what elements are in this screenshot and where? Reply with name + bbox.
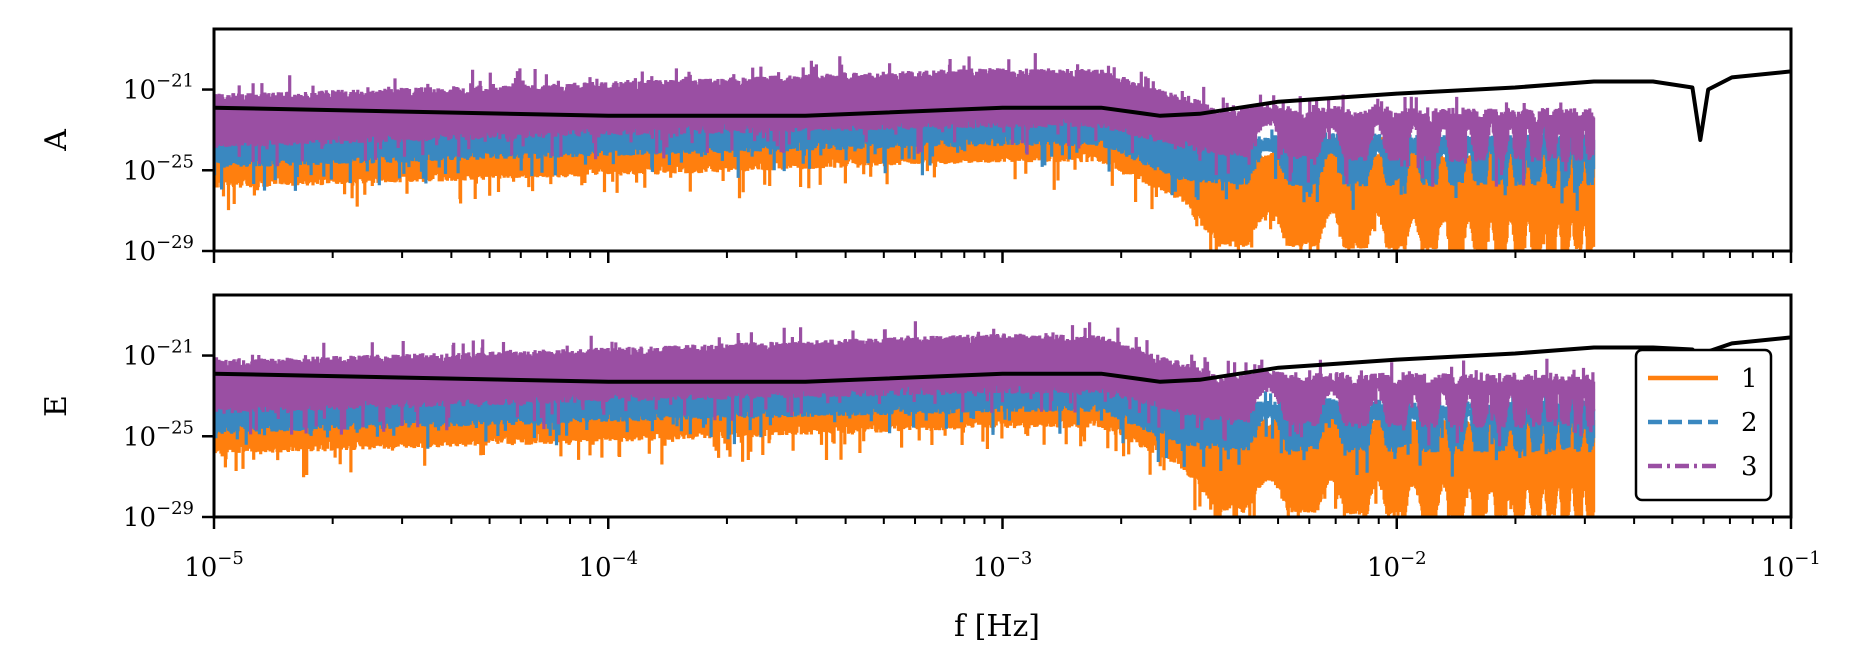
y-tick-label-a: 10−21 — [123, 71, 194, 106]
sensitivity-curve-a — [214, 69, 1791, 142]
series-3-band-a — [214, 53, 1596, 187]
legend-label-3: 3 — [1741, 452, 1758, 482]
legend-box — [1634, 348, 1773, 502]
y-tick-label-e: 10−25 — [123, 417, 194, 452]
legend: 1 2 3 — [1634, 348, 1773, 502]
x-tick-label: 10−1 — [1761, 548, 1821, 583]
y-axis-title-a: A — [39, 129, 74, 152]
legend-label-2: 2 — [1741, 408, 1758, 438]
x-tick-label: 10−2 — [1367, 548, 1427, 583]
y-tick-label-e: 10−29 — [123, 498, 194, 533]
x-axis-title: f [Hz] — [954, 609, 1040, 644]
x-tick-label: 10−5 — [184, 548, 244, 583]
y-tick-label-a: 10−29 — [123, 232, 194, 267]
y-tick-label-e: 10−21 — [123, 337, 194, 372]
panel-a: 10−29 10−25 10−21 A — [39, 27, 1793, 267]
panel-e: 10−29 10−25 10−21 E — [39, 293, 1793, 533]
x-axis: 10−5 10−4 10−3 10−2 10−1 — [184, 548, 1821, 583]
x-tick-label: 10−3 — [973, 548, 1033, 583]
y-tick-label-a: 10−25 — [123, 151, 194, 186]
legend-label-1: 1 — [1741, 364, 1758, 394]
y-axis-title-e: E — [39, 395, 74, 417]
x-tick-label: 10−4 — [578, 548, 638, 583]
